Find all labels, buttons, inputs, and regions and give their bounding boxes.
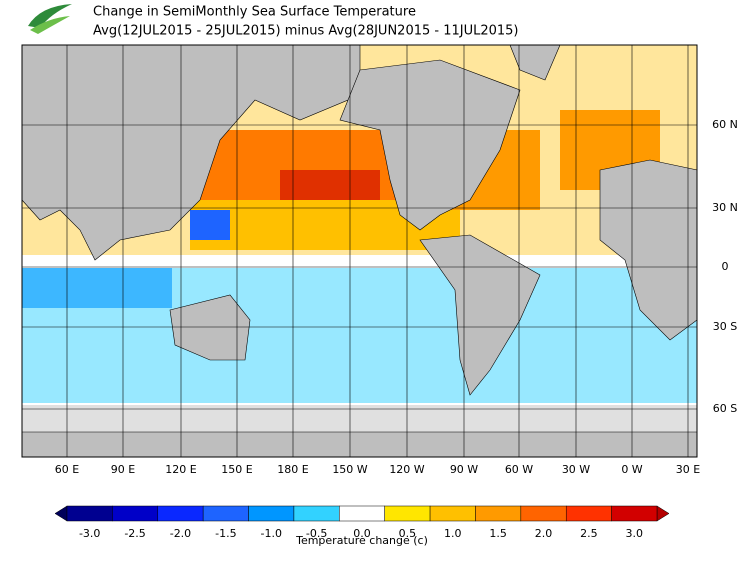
lat-label: 60 S	[713, 402, 737, 415]
colorbar-tick-label: -3.0	[79, 527, 100, 540]
lon-label: 30 W	[562, 463, 590, 476]
logo	[28, 4, 72, 34]
colorbar-tick-label: 0.0	[353, 527, 371, 540]
colorbar-segment	[520, 505, 567, 522]
colorbar-tick-label: -2.5	[124, 527, 145, 540]
colorbar-segment	[475, 505, 522, 522]
lon-label: 150 E	[221, 463, 252, 476]
colorbar-tick-label: 3.0	[626, 527, 644, 540]
lon-label: 0 W	[621, 463, 642, 476]
colorbar-tick-label: 2.5	[580, 527, 598, 540]
lat-label: 60 N	[712, 118, 738, 131]
subtitle: Avg(12JUL2015 - 25JUL2015) minus Avg(28J…	[93, 24, 519, 39]
lon-label: 120 W	[389, 463, 424, 476]
colorbar-tick-label: -0.5	[306, 527, 327, 540]
colorbar-label: Temperature change (c)	[295, 534, 428, 547]
colorbar-segment	[157, 505, 204, 522]
colorbar-tick-label: -1.5	[215, 527, 236, 540]
colorbar-segment	[429, 505, 476, 522]
map	[21, 44, 698, 458]
lon-label: 120 E	[165, 463, 196, 476]
colorbar-segment	[293, 505, 340, 522]
colorbar-segment	[202, 505, 249, 522]
colorbar-segment	[112, 505, 159, 522]
colorbar-tick-label: 1.5	[489, 527, 507, 540]
lon-label: 150 W	[332, 463, 367, 476]
colorbar-segment	[565, 505, 612, 522]
colorbar-tick-label: -1.0	[260, 527, 281, 540]
lat-label: 30 S	[713, 320, 737, 333]
colorbar-segment	[248, 505, 295, 522]
lon-label: 90 E	[111, 463, 135, 476]
lon-label: 30 E	[676, 463, 700, 476]
colorbar-tick-label: -2.0	[170, 527, 191, 540]
colorbar-high	[656, 505, 670, 522]
colorbar-segment	[384, 505, 431, 522]
colorbar-segment	[66, 505, 113, 522]
lat-label: 0	[722, 260, 729, 273]
title: Change in SemiMonthly Sea Surface Temper…	[93, 5, 416, 20]
lon-label: 60 W	[505, 463, 533, 476]
colorbar-segment	[339, 505, 385, 522]
colorbar-tick-label: 2.0	[535, 527, 553, 540]
lon-label: 180 E	[277, 463, 308, 476]
colorbar-tick-label: 0.5	[399, 527, 417, 540]
colorbar-segment	[611, 505, 658, 522]
lon-label: 90 W	[450, 463, 478, 476]
lat-label: 30 N	[712, 201, 738, 214]
lon-label: 60 E	[55, 463, 79, 476]
colorbar-tick-label: 1.0	[444, 527, 462, 540]
colorbar-low	[54, 505, 68, 522]
